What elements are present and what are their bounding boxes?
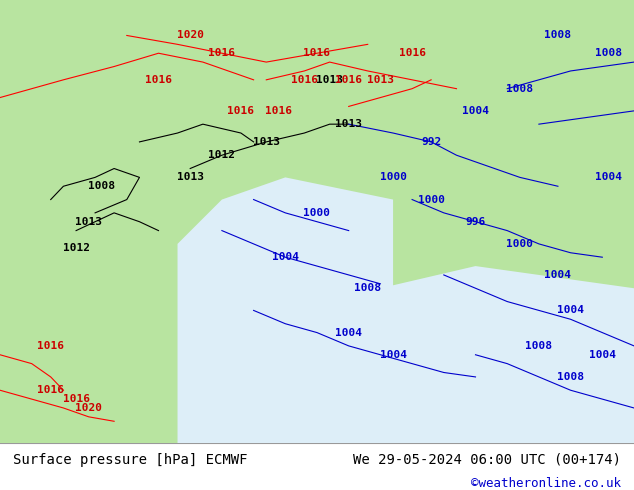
Text: 1012: 1012 [63, 244, 89, 253]
Text: 1020: 1020 [177, 30, 204, 41]
Text: 1008: 1008 [354, 283, 381, 293]
Text: 1004: 1004 [380, 350, 406, 360]
Text: 996: 996 [465, 217, 486, 227]
Text: 1004: 1004 [272, 252, 299, 262]
Text: 1013: 1013 [75, 217, 102, 227]
Text: 1000: 1000 [304, 208, 330, 218]
Text: 1016: 1016 [209, 48, 235, 58]
Text: 1008: 1008 [545, 30, 571, 41]
Polygon shape [178, 177, 393, 443]
Text: 1000: 1000 [380, 172, 406, 182]
Text: 1008: 1008 [595, 48, 622, 58]
Text: 1008: 1008 [507, 84, 533, 94]
Text: 1016: 1016 [266, 106, 292, 116]
Text: 1008: 1008 [557, 372, 584, 382]
Text: 1004: 1004 [589, 350, 616, 360]
Text: 1016: 1016 [291, 75, 318, 85]
Text: 1016: 1016 [37, 385, 64, 395]
Text: 1004: 1004 [335, 328, 362, 338]
Text: 1004: 1004 [557, 305, 584, 316]
Text: 1000: 1000 [507, 239, 533, 249]
Text: 1004: 1004 [462, 106, 489, 116]
Text: 1008: 1008 [88, 181, 115, 191]
FancyBboxPatch shape [0, 0, 634, 443]
Text: 1016: 1016 [399, 48, 425, 58]
Text: 1013: 1013 [335, 119, 362, 129]
Text: Surface pressure [hPa] ECMWF: Surface pressure [hPa] ECMWF [13, 453, 247, 467]
Text: 1016: 1016 [304, 48, 330, 58]
Text: 1016: 1016 [335, 75, 362, 85]
Text: 1008: 1008 [526, 341, 552, 351]
Text: 1013: 1013 [316, 75, 343, 85]
Text: 1016: 1016 [37, 341, 64, 351]
Text: 1004: 1004 [595, 172, 622, 182]
Text: 1013: 1013 [253, 137, 280, 147]
Text: 1016: 1016 [63, 394, 89, 404]
Text: 1012: 1012 [209, 150, 235, 160]
Text: 1000: 1000 [418, 195, 444, 204]
Text: 1013: 1013 [177, 172, 204, 182]
Text: 1004: 1004 [545, 270, 571, 280]
FancyBboxPatch shape [139, 177, 634, 443]
Text: 1016: 1016 [228, 106, 254, 116]
Text: 1013: 1013 [367, 75, 394, 85]
Text: We 29-05-2024 06:00 UTC (00+174): We 29-05-2024 06:00 UTC (00+174) [353, 453, 621, 467]
Text: 1016: 1016 [145, 75, 172, 85]
Text: 992: 992 [421, 137, 441, 147]
Text: 1020: 1020 [75, 403, 102, 413]
Polygon shape [190, 266, 634, 443]
Text: ©weatheronline.co.uk: ©weatheronline.co.uk [471, 476, 621, 490]
